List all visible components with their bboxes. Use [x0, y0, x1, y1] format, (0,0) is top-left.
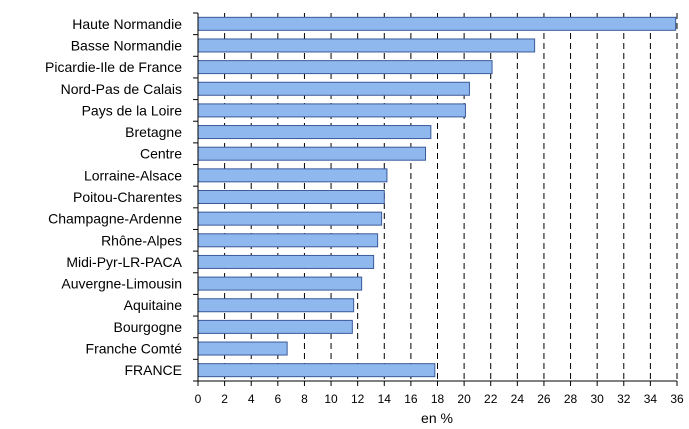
bar	[197, 298, 355, 313]
bar	[197, 319, 353, 334]
tick-labels: 0 2 4 6 8 10 12 14 16 18 20 22 24 26 28 30 32 34 36	[195, 392, 684, 406]
bar	[197, 254, 375, 269]
x-tick-label: 22	[484, 392, 498, 406]
category-label: Picardie-Ile de France	[45, 59, 182, 75]
bar	[197, 81, 470, 96]
category-labels: Haute Normandie Basse Normandie Picardie-I…	[45, 16, 183, 378]
bar	[197, 211, 383, 226]
x-tick-label: 20	[457, 392, 471, 406]
bar	[197, 38, 536, 53]
category-label: Auvergne-Limousin	[61, 276, 182, 292]
category-label: FRANCE	[124, 362, 182, 378]
x-tick-label: 0	[195, 392, 202, 406]
bar	[197, 146, 427, 161]
category-label: Franche Comté	[86, 341, 183, 357]
x-tick-label: 18	[431, 392, 445, 406]
category-label: Poitou-Charentes	[73, 189, 182, 205]
category-label: Nord-Pas de Calais	[61, 81, 182, 97]
category-label: Aquitaine	[124, 297, 183, 313]
x-tick-label: 8	[301, 392, 308, 406]
category-label: Pays de la Loire	[82, 102, 183, 118]
category-label: Rhône-Alpes	[101, 232, 182, 248]
bar	[197, 168, 388, 183]
bar	[197, 103, 466, 118]
x-tick-label: 26	[537, 392, 551, 406]
axes	[193, 12, 678, 386]
x-tick-label: 12	[351, 392, 365, 406]
x-tick-label: 36	[670, 392, 684, 406]
category-label: Champagne-Ardenne	[48, 211, 182, 227]
x-tick-label: 4	[248, 392, 255, 406]
x-tick-label: 32	[617, 392, 631, 406]
bar	[197, 233, 379, 248]
x-tick-label: 34	[644, 392, 658, 406]
bars	[197, 16, 677, 378]
category-label: Haute Normandie	[72, 16, 182, 32]
category-label: Centre	[140, 146, 182, 162]
bar	[197, 16, 677, 31]
bar	[197, 125, 432, 140]
category-label: Midi-Pyr-LR-PACA	[66, 254, 182, 270]
x-tick-label: 10	[324, 392, 338, 406]
x-tick-label: 24	[511, 392, 525, 406]
category-label: Bourgogne	[113, 319, 182, 335]
bar	[197, 60, 493, 75]
bar	[197, 276, 363, 291]
x-tick-label: 28	[564, 392, 578, 406]
x-tick-label: 16	[404, 392, 418, 406]
x-tick-label: 6	[274, 392, 281, 406]
category-label: Bretagne	[125, 124, 182, 140]
x-axis-label: en %	[421, 410, 453, 426]
category-label: Basse Normandie	[71, 37, 182, 53]
x-tick-label: 30	[590, 392, 604, 406]
bar	[197, 341, 288, 356]
bar	[197, 190, 385, 204]
x-tick-label: 2	[221, 392, 228, 406]
x-tick-label: 14	[378, 392, 392, 406]
category-label: Lorraine-Alsace	[84, 167, 182, 183]
bar	[197, 363, 436, 378]
